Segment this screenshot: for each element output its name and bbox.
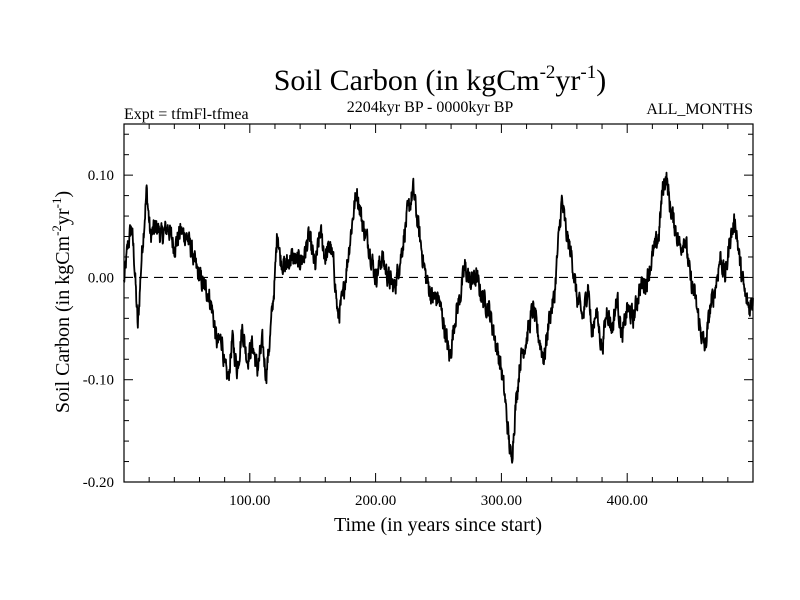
y-tick-label: 0.00 bbox=[88, 270, 114, 286]
x-tick-label: 200.00 bbox=[355, 493, 396, 509]
x-tick-label: 300.00 bbox=[481, 493, 522, 509]
y-tick-label: -0.20 bbox=[83, 475, 114, 491]
y-tick-labels: 0.10 0.00 -0.10 -0.20 bbox=[83, 168, 114, 491]
y-axis-label-mid: yr bbox=[52, 208, 74, 225]
chart-title-exp1: -2 bbox=[540, 62, 556, 83]
y-axis-label-exp1: -2 bbox=[49, 225, 64, 236]
series-line-soil-carbon bbox=[123, 171, 754, 464]
experiment-label: Expt = tfmFl-tfmea bbox=[124, 106, 249, 123]
months-label: ALL_MONTHS bbox=[646, 101, 753, 118]
y-tick-label: 0.10 bbox=[88, 168, 114, 184]
y-tick-label: -0.10 bbox=[83, 373, 114, 389]
chart-title-main: Soil Carbon (in kgCm bbox=[274, 64, 540, 97]
y-axis-label-main: Soil Carbon (in kgCm bbox=[52, 235, 74, 413]
chart-title-mid: yr bbox=[555, 64, 580, 97]
plot-frame bbox=[123, 123, 754, 483]
x-tick-label: 100.00 bbox=[229, 493, 270, 509]
x-axis-label: Time (in years since start) bbox=[334, 514, 542, 536]
axis-ticks bbox=[123, 124, 754, 483]
y-axis-label-exp2: -1 bbox=[49, 198, 64, 209]
chart-title-end: ) bbox=[596, 64, 606, 97]
period-label: 2204kyr BP - 0000kyr BP bbox=[347, 99, 514, 116]
x-tick-labels: 100.00 200.00 300.00 400.00 bbox=[229, 493, 648, 509]
x-tick-label: 400.00 bbox=[607, 493, 648, 509]
y-axis-label-end: ) bbox=[52, 191, 74, 198]
y-axis-label: Soil Carbon (in kgCm-2yr-1) bbox=[49, 191, 74, 413]
chart-title: Soil Carbon (in kgCm-2yr-1) bbox=[274, 62, 607, 97]
chart-title-exp2: -1 bbox=[580, 62, 596, 83]
